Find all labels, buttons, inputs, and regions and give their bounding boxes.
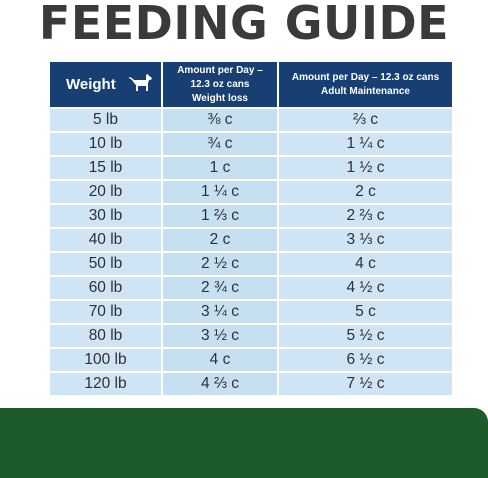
weight-cell: 40 lb — [50, 228, 163, 253]
weight-cell: 20 lb — [50, 180, 163, 205]
weight-loss-cell: 1 ⅔ c — [162, 204, 279, 229]
weight-cell: 120 lb — [50, 372, 163, 397]
weight-loss-cell: 3 ¼ c — [162, 300, 279, 325]
maintenance-cell: 6 ½ c — [278, 348, 452, 373]
table-row: 5 lb ⅜ c ⅔ c — [50, 108, 452, 133]
weight-cell: 30 lb — [50, 204, 163, 229]
maintenance-cell: 1 ½ c — [278, 156, 452, 181]
maintenance-cell: 3 ⅓ c — [278, 228, 452, 253]
table-row: 15 lb 1 c 1 ½ c — [50, 156, 452, 181]
weight-loss-cell: ⅜ c — [162, 108, 279, 133]
table-row: 100 lb 4 c 6 ½ c — [50, 348, 452, 373]
weight-loss-cell: 2 ¾ c — [162, 276, 279, 301]
weight-cell: 50 lb — [50, 252, 163, 277]
table-row: 80 lb 3 ½ c 5 ½ c — [50, 324, 452, 349]
weight-loss-cell: 2 ½ c — [162, 252, 279, 277]
weight-cell: 60 lb — [50, 276, 163, 301]
weight-loss-column-header: Amount per Day – 12.3 oz cans Weight los… — [162, 62, 279, 109]
table-row: 120 lb 4 ⅔ c 7 ½ c — [50, 372, 452, 397]
table-row: 60 lb 2 ¾ c 4 ½ c — [50, 276, 452, 301]
page-title: FEEDING GUIDE — [38, 0, 450, 50]
table-row: 10 lb ¾ c 1 ¼ c — [50, 132, 452, 157]
maintenance-header-line2: Adult Maintenance — [321, 85, 410, 97]
weight-loss-cell: 4 ⅔ c — [162, 372, 279, 397]
weight-loss-cell: 2 c — [162, 228, 279, 253]
maintenance-cell: ⅔ c — [278, 108, 452, 133]
maintenance-cell: 5 c — [278, 300, 452, 325]
maintenance-cell: 5 ½ c — [278, 324, 452, 349]
table-header-row: Weight Amount per Day – 12.3 oz cans Wei… — [50, 62, 452, 109]
table-row: 20 lb 1 ¼ c 2 c — [50, 180, 452, 205]
weight-header-label: Weight — [66, 76, 116, 93]
weight-loss-cell: 1 c — [162, 156, 279, 181]
dog-icon — [128, 73, 154, 97]
maintenance-cell: 2 ⅔ c — [278, 204, 452, 229]
feeding-table: Weight Amount per Day – 12.3 oz cans Wei… — [50, 62, 452, 397]
weight-loss-cell: 4 c — [162, 348, 279, 373]
weight-loss-header-line1: Amount per Day – 12.3 oz cans — [177, 64, 263, 90]
weight-loss-header-line2: Weight loss — [192, 92, 248, 104]
maintenance-column-header: Amount per Day – 12.3 oz cans Adult Main… — [278, 62, 452, 109]
table-row: 70 lb 3 ¼ c 5 c — [50, 300, 452, 325]
table-row: 50 lb 2 ½ c 4 c — [50, 252, 452, 277]
maintenance-cell: 1 ¼ c — [278, 132, 452, 157]
maintenance-cell: 2 c — [278, 180, 452, 205]
table-row: 30 lb 1 ⅔ c 2 ⅔ c — [50, 204, 452, 229]
maintenance-header-line1: Amount per Day – 12.3 oz cans — [291, 71, 440, 83]
weight-cell: 15 lb — [50, 156, 163, 181]
maintenance-cell: 7 ½ c — [278, 372, 452, 397]
maintenance-cell: 4 ½ c — [278, 276, 452, 301]
weight-cell: 10 lb — [50, 132, 163, 157]
weight-cell: 70 lb — [50, 300, 163, 325]
table-row: 40 lb 2 c 3 ⅓ c — [50, 228, 452, 253]
weight-column-header: Weight — [50, 62, 163, 109]
weight-cell: 100 lb — [50, 348, 163, 373]
maintenance-cell: 4 c — [278, 252, 452, 277]
weight-loss-cell: 3 ½ c — [162, 324, 279, 349]
weight-cell: 5 lb — [50, 108, 163, 133]
weight-cell: 80 lb — [50, 324, 163, 349]
weight-loss-cell: 1 ¼ c — [162, 180, 279, 205]
weight-loss-cell: ¾ c — [162, 132, 279, 157]
footer-green-band — [0, 408, 488, 478]
